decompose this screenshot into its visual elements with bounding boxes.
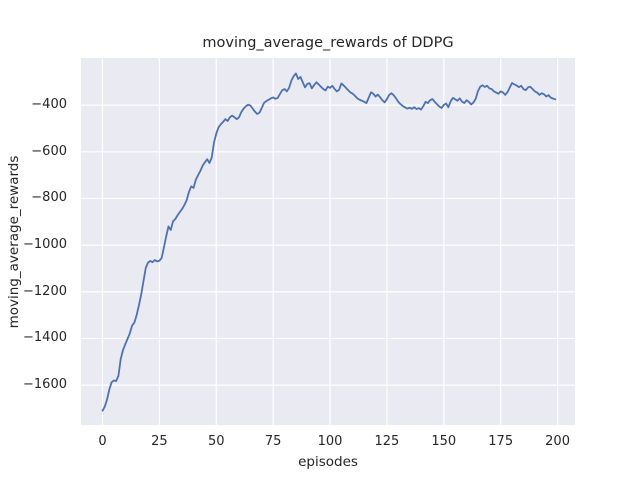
- x-tick-label: 0: [98, 434, 107, 449]
- plot-area: [81, 58, 575, 425]
- y-tick-label: −400: [31, 97, 67, 113]
- chart-title: moving_average_rewards of DDPG: [202, 35, 454, 51]
- y-tick-label: −800: [31, 190, 67, 206]
- line-ddpg-moving-average-reward: [101, 72, 557, 412]
- x-tick-label: 150: [431, 434, 457, 449]
- x-tick-label: 125: [374, 434, 400, 449]
- y-tick-label: −1600: [23, 377, 67, 393]
- y-tick-label: −1000: [23, 237, 67, 253]
- x-tick-label: 100: [317, 434, 343, 449]
- x-tick-label: 175: [488, 434, 514, 449]
- plot-svg: [81, 58, 575, 425]
- y-tick-label: −600: [31, 143, 67, 159]
- x-axis-label: episodes: [298, 454, 358, 470]
- y-tick-label: −1200: [23, 283, 67, 299]
- y-tick-label: −1400: [23, 330, 67, 346]
- reward-line-series: [101, 72, 557, 412]
- x-tick-label: 200: [545, 434, 570, 449]
- gridlines: [81, 58, 575, 425]
- x-tick-label: 50: [207, 434, 225, 449]
- x-tick-label: 25: [151, 434, 168, 449]
- x-tick-label: 75: [264, 434, 282, 449]
